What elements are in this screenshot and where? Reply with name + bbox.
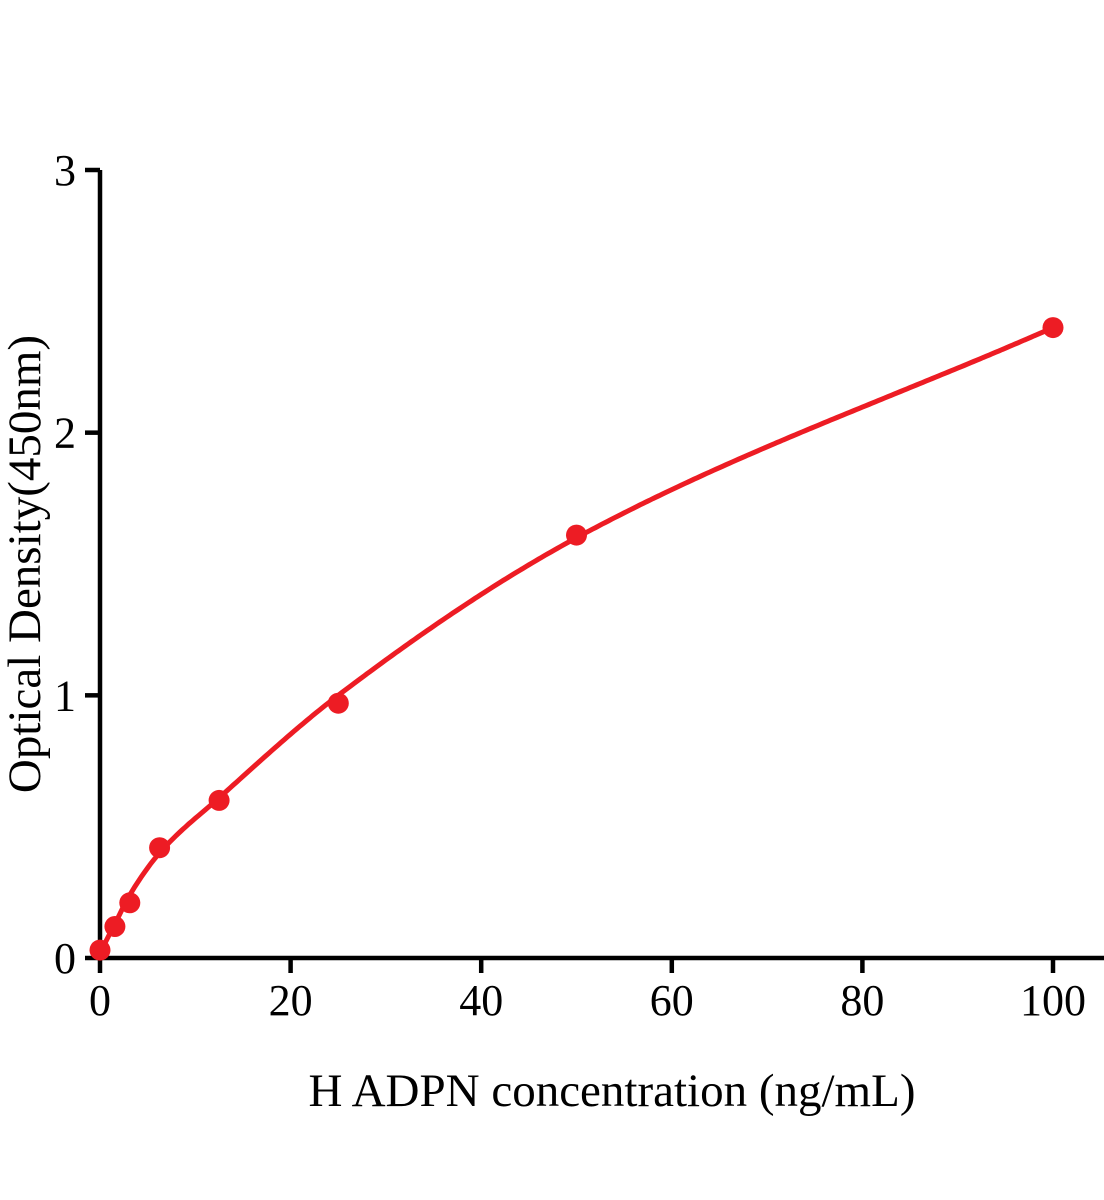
tick-marks — [85, 167, 1056, 973]
tick-labels: 0 20 40 60 80 100 0 1 2 3 — [54, 146, 1086, 1025]
x-tick-label: 0 — [89, 976, 111, 1025]
data-point — [208, 789, 230, 811]
data-point — [1042, 317, 1064, 339]
data-point — [149, 837, 171, 859]
y-tick-label: 0 — [54, 934, 76, 983]
data-point — [119, 892, 141, 914]
y-tick-label: 1 — [54, 671, 76, 720]
data-point — [566, 524, 587, 546]
data-point — [104, 916, 126, 937]
x-tick-label: 40 — [459, 976, 503, 1025]
fit-curve — [97, 325, 1056, 956]
data-series — [89, 317, 1064, 961]
axes — [97, 170, 1104, 961]
x-tick-label: 100 — [1020, 976, 1086, 1025]
data-point — [327, 692, 349, 714]
data-point — [89, 939, 111, 961]
x-axis-title: H ADPN concentration (ng/mL) — [309, 1065, 916, 1117]
x-tick-label: 20 — [269, 976, 313, 1025]
x-tick-label: 80 — [840, 976, 884, 1025]
y-tick-label: 3 — [54, 146, 76, 195]
x-tick-label: 60 — [650, 976, 694, 1025]
y-tick-label: 2 — [54, 409, 76, 458]
y-axis-title: Optical Density(450nm) — [0, 335, 51, 793]
